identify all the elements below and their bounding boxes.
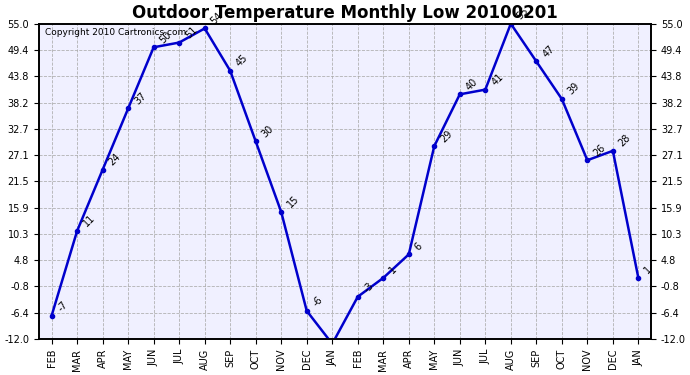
Text: 50: 50 — [158, 29, 174, 45]
Text: 51: 51 — [184, 25, 199, 40]
Text: 6: 6 — [413, 241, 424, 252]
Text: 39: 39 — [566, 81, 582, 97]
Text: 55: 55 — [515, 6, 531, 21]
Title: Outdoor Temperature Monthly Low 20100201: Outdoor Temperature Monthly Low 20100201 — [132, 4, 558, 22]
Text: Copyright 2010 Cartronics.com: Copyright 2010 Cartronics.com — [45, 28, 186, 38]
Text: 15: 15 — [286, 194, 302, 210]
Text: -7: -7 — [56, 300, 70, 314]
Text: 26: 26 — [591, 142, 607, 158]
Text: 24: 24 — [107, 152, 123, 168]
Text: 37: 37 — [132, 90, 148, 106]
Text: 1: 1 — [642, 264, 654, 276]
Text: 28: 28 — [617, 133, 633, 148]
Text: -6: -6 — [311, 295, 325, 309]
Text: 41: 41 — [489, 72, 505, 87]
Text: 30: 30 — [260, 123, 275, 139]
Text: 29: 29 — [438, 128, 454, 144]
Text: 40: 40 — [464, 76, 480, 92]
Text: -13: -13 — [0, 374, 1, 375]
Text: 54: 54 — [209, 10, 225, 26]
Text: 45: 45 — [235, 53, 250, 69]
Text: -3: -3 — [362, 281, 376, 295]
Text: 11: 11 — [81, 213, 97, 229]
Text: 47: 47 — [540, 44, 556, 59]
Text: 1: 1 — [387, 264, 399, 276]
